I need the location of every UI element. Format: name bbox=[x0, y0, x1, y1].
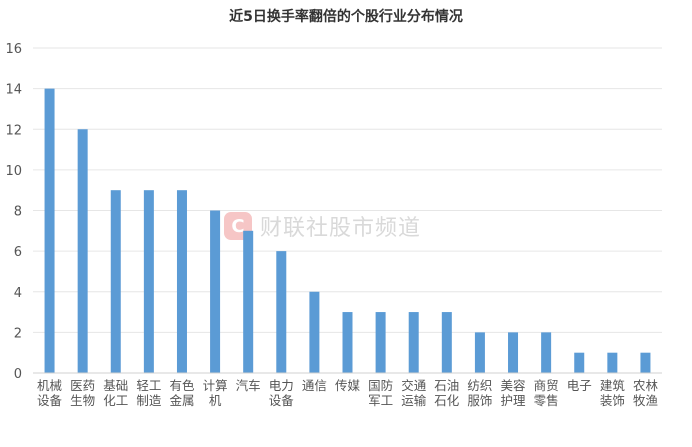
x-tick-label: 传媒 bbox=[335, 378, 361, 393]
bar bbox=[375, 312, 386, 373]
bars bbox=[44, 88, 651, 373]
bar bbox=[276, 251, 287, 373]
x-tick-label: 电子 bbox=[567, 378, 592, 393]
x-tick-label: 通信 bbox=[302, 378, 327, 393]
bar bbox=[474, 332, 485, 373]
x-tick-label: 汽车 bbox=[236, 378, 261, 393]
bar bbox=[44, 88, 55, 373]
bar bbox=[143, 190, 154, 373]
bar bbox=[640, 352, 651, 373]
y-tick-label: 12 bbox=[5, 123, 22, 138]
svg-text:装饰: 装饰 bbox=[600, 393, 625, 408]
svg-text:轻工: 轻工 bbox=[136, 378, 161, 393]
y-tick-label: 8 bbox=[14, 205, 22, 220]
svg-text:机: 机 bbox=[209, 393, 222, 408]
svg-text:机械: 机械 bbox=[37, 378, 63, 393]
y-tick-label: 16 bbox=[5, 42, 22, 57]
bar bbox=[441, 312, 452, 373]
svg-text:医药: 医药 bbox=[70, 378, 95, 393]
watermark: C 财联社股市频道 bbox=[224, 212, 421, 241]
svg-text:商贸: 商贸 bbox=[534, 378, 559, 393]
svg-text:基础: 基础 bbox=[103, 378, 128, 393]
bar bbox=[77, 129, 88, 373]
watermark-text: 财联社股市频道 bbox=[260, 216, 421, 241]
svg-text:生物: 生物 bbox=[70, 393, 95, 408]
y-tick-label: 0 bbox=[14, 367, 22, 382]
svg-text:化工: 化工 bbox=[103, 393, 128, 408]
svg-text:服饰: 服饰 bbox=[467, 393, 492, 408]
svg-text:电子: 电子 bbox=[567, 378, 592, 393]
bar bbox=[508, 332, 519, 373]
bar bbox=[210, 210, 221, 373]
bar bbox=[309, 291, 320, 373]
svg-text:通信: 通信 bbox=[302, 378, 327, 393]
svg-text:农林: 农林 bbox=[633, 378, 659, 393]
cls-logo-glyph: C bbox=[231, 216, 244, 237]
svg-text:汽车: 汽车 bbox=[236, 378, 261, 393]
svg-text:制造: 制造 bbox=[136, 393, 162, 408]
bar bbox=[243, 230, 254, 373]
svg-text:设备: 设备 bbox=[37, 393, 63, 408]
x-tick-label: 计算机 bbox=[203, 378, 228, 408]
svg-text:石油: 石油 bbox=[434, 378, 459, 393]
bar bbox=[541, 332, 552, 373]
y-axis-ticks: 0 2 4 6 8 10 12 14 16 bbox=[5, 42, 22, 382]
y-tick-label: 2 bbox=[14, 326, 22, 341]
svg-text:金属: 金属 bbox=[169, 393, 194, 408]
svg-text:石化: 石化 bbox=[434, 393, 460, 408]
chart-title: 近5日换手率翻倍的个股行业分布情况 bbox=[229, 9, 463, 25]
bar bbox=[176, 190, 187, 373]
svg-text:牧渔: 牧渔 bbox=[633, 393, 658, 408]
svg-text:设备: 设备 bbox=[269, 393, 295, 408]
bar bbox=[574, 352, 585, 373]
y-tick-label: 14 bbox=[5, 83, 22, 98]
gridlines bbox=[33, 47, 662, 333]
y-tick-label: 10 bbox=[5, 164, 22, 179]
svg-text:美容: 美容 bbox=[501, 378, 526, 393]
svg-text:计算: 计算 bbox=[203, 378, 228, 393]
svg-text:纺织: 纺织 bbox=[467, 378, 492, 393]
svg-text:零售: 零售 bbox=[534, 393, 559, 408]
bar bbox=[607, 352, 618, 373]
svg-text:建筑: 建筑 bbox=[600, 378, 626, 393]
svg-text:有色: 有色 bbox=[169, 378, 195, 393]
svg-text:传媒: 传媒 bbox=[335, 378, 361, 393]
bar bbox=[110, 190, 121, 373]
svg-text:国防: 国防 bbox=[368, 378, 393, 393]
y-tick-label: 6 bbox=[14, 245, 22, 260]
bar bbox=[342, 312, 353, 373]
svg-text:军工: 军工 bbox=[368, 393, 393, 408]
svg-text:运输: 运输 bbox=[401, 393, 427, 408]
svg-text:电力: 电力 bbox=[269, 378, 294, 393]
svg-text:交通: 交通 bbox=[401, 378, 427, 393]
bar bbox=[408, 312, 419, 373]
svg-text:护理: 护理 bbox=[501, 393, 527, 408]
y-tick-label: 4 bbox=[14, 286, 22, 301]
